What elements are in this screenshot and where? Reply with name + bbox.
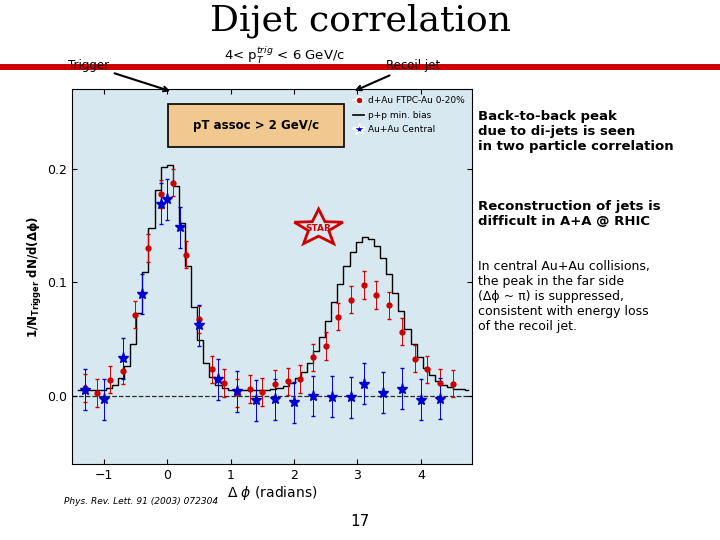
Text: 17: 17 <box>351 515 369 530</box>
Text: Dijet correlation: Dijet correlation <box>210 4 510 38</box>
Y-axis label: 1/N$_{\mathbf{Trigger}}$ $\mathbf{dN/d(\Delta\phi)}$: 1/N$_{\mathbf{Trigger}}$ $\mathbf{dN/d(\… <box>27 216 45 338</box>
FancyBboxPatch shape <box>168 104 343 147</box>
Text: Trigger: Trigger <box>68 58 168 91</box>
Text: STAR: STAR <box>306 224 331 233</box>
Text: Phys. Rev. Lett. 91 (2003) 072304: Phys. Rev. Lett. 91 (2003) 072304 <box>64 497 218 507</box>
Text: pT assoc > 2 GeV/c: pT assoc > 2 GeV/c <box>193 119 319 132</box>
Text: Back-to-back peak
due to di-jets is seen
in two particle correlation: Back-to-back peak due to di-jets is seen… <box>478 110 674 153</box>
Text: Reconstruction of jets is
difficult in A+A @ RHIC: Reconstruction of jets is difficult in A… <box>478 200 661 228</box>
Text: In central Au+Au collisions,
the peak in the far side
(Δϕ ~ π) is suppressed,
co: In central Au+Au collisions, the peak in… <box>478 260 650 333</box>
X-axis label: $\Delta\ \phi$ (radians): $\Delta\ \phi$ (radians) <box>227 484 317 502</box>
Text: 4< p$_T^{trig}$ < 6 GeV/c: 4< p$_T^{trig}$ < 6 GeV/c <box>225 44 346 65</box>
Text: Recoil jet: Recoil jet <box>356 58 440 90</box>
Legend: d+Au FTPC-Au 0-20%, p+p min. bias, Au+Au Central: d+Au FTPC-Au 0-20%, p+p min. bias, Au+Au… <box>351 93 467 137</box>
